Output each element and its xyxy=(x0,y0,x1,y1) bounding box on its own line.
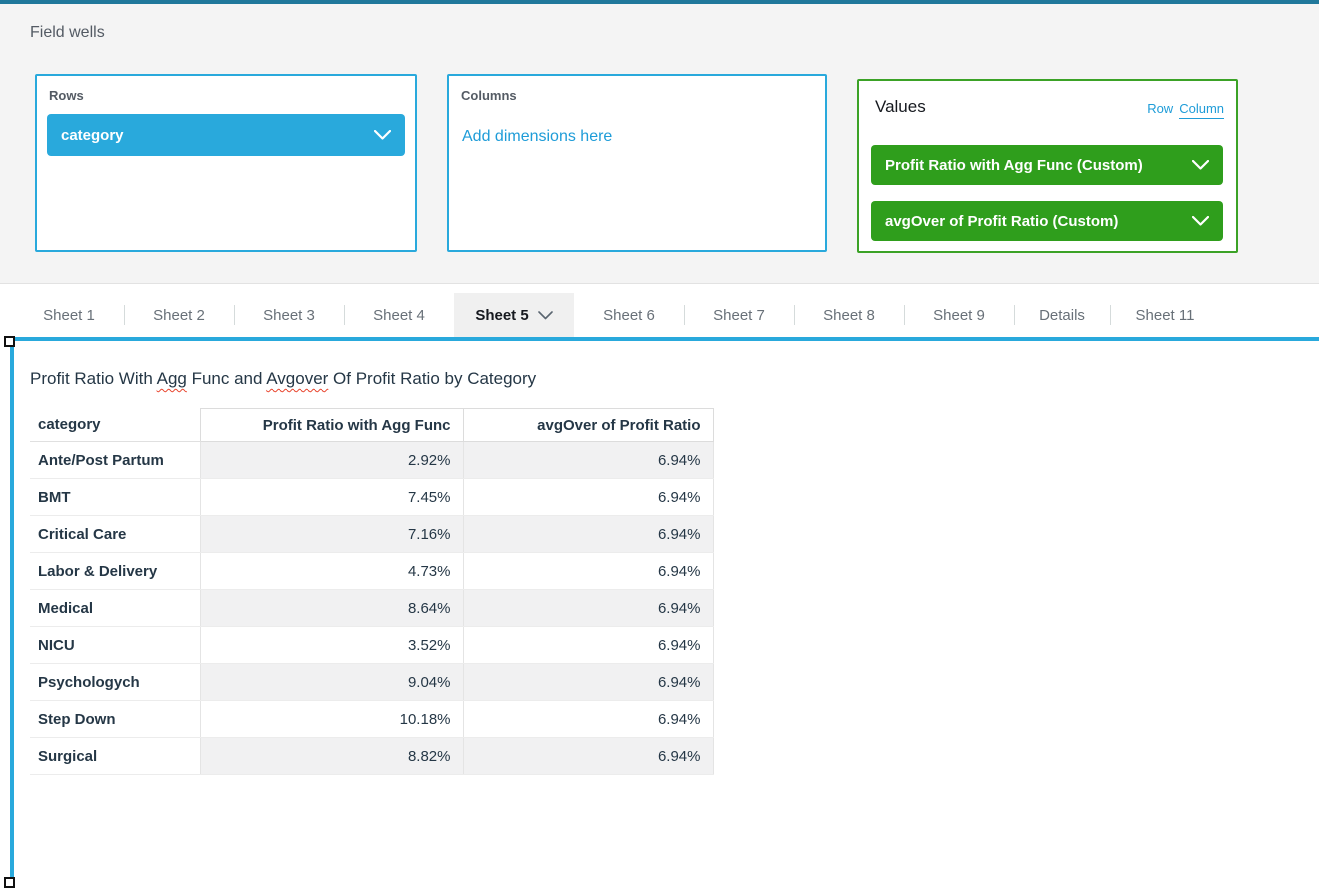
cell-avgover: 6.94% xyxy=(462,478,714,516)
cell-category: Critical Care xyxy=(30,515,201,553)
tab-label: Sheet 8 xyxy=(823,306,875,324)
cell-category: Labor & Delivery xyxy=(30,552,201,590)
tab-label: Sheet 9 xyxy=(933,306,985,324)
tab-label: Sheet 3 xyxy=(263,306,315,324)
cell-avgover: 6.94% xyxy=(462,589,714,627)
columns-well-label: Columns xyxy=(461,88,517,103)
title-segment-misspelled: Agg xyxy=(156,369,187,388)
visual-selection-border-left xyxy=(10,341,14,880)
tab-sheet-11[interactable]: Sheet 11 xyxy=(1110,293,1220,337)
cell-category: BMT xyxy=(30,478,201,516)
columns-well-placeholder: Add dimensions here xyxy=(462,128,613,145)
values-column-link[interactable]: Column xyxy=(1179,101,1224,119)
cell-category: Psychologych xyxy=(30,663,201,701)
cell-profit-ratio: 4.73% xyxy=(199,552,463,590)
tab-sheet-3[interactable]: Sheet 3 xyxy=(234,293,344,337)
values-pill-profit-ratio-agg-func[interactable]: Profit Ratio with Agg Func (Custom) xyxy=(871,145,1223,185)
visual-selection-border-top xyxy=(10,337,1319,341)
tab-sheet-1[interactable]: Sheet 1 xyxy=(14,293,124,337)
tab-label: Details xyxy=(1039,306,1085,324)
cell-profit-ratio: 3.52% xyxy=(199,626,463,664)
cell-avgover: 6.94% xyxy=(462,552,714,590)
cell-avgover: 6.94% xyxy=(462,515,714,553)
table-row: Critical Care 7.16% 6.94% xyxy=(30,515,714,553)
cell-profit-ratio: 8.82% xyxy=(199,737,463,775)
table-row: Medical 8.64% 6.94% xyxy=(30,589,714,627)
values-pill-avgover-profit-ratio[interactable]: avgOver of Profit Ratio (Custom) xyxy=(871,201,1223,241)
tab-sheet-9[interactable]: Sheet 9 xyxy=(904,293,1014,337)
table-row: NICU 3.52% 6.94% xyxy=(30,626,714,664)
values-orientation-links: Row Column xyxy=(1147,101,1224,119)
values-well-label: Values xyxy=(875,97,926,116)
visual-resize-handle-top-left[interactable] xyxy=(4,336,15,347)
cell-profit-ratio: 8.64% xyxy=(199,589,463,627)
table-row: BMT 7.45% 6.94% xyxy=(30,478,714,516)
tab-label: Sheet 7 xyxy=(713,306,765,324)
cell-avgover: 6.94% xyxy=(462,441,714,479)
cell-profit-ratio: 9.04% xyxy=(199,663,463,701)
field-wells-title: Field wells xyxy=(30,24,105,41)
table-row: Psychologych 9.04% 6.94% xyxy=(30,663,714,701)
values-row-link[interactable]: Row xyxy=(1147,101,1174,116)
title-segment: Of Profit Ratio by Category xyxy=(328,369,537,388)
cell-category: Ante/Post Partum xyxy=(30,441,201,479)
cell-category: Surgical xyxy=(30,737,201,775)
tab-label: Sheet 4 xyxy=(373,306,425,324)
table-row: Surgical 8.82% 6.94% xyxy=(30,737,714,775)
cell-category: NICU xyxy=(30,626,201,664)
tab-details[interactable]: Details xyxy=(1014,293,1110,337)
chevron-down-icon[interactable] xyxy=(374,130,391,140)
visual-resize-handle-bottom-left[interactable] xyxy=(4,877,15,888)
cell-avgover: 6.94% xyxy=(462,737,714,775)
cell-profit-ratio: 7.45% xyxy=(199,478,463,516)
table-row: Ante/Post Partum 2.92% 6.94% xyxy=(30,441,714,479)
tab-label: Sheet 5 xyxy=(475,306,529,324)
table-row: Labor & Delivery 4.73% 6.94% xyxy=(30,552,714,590)
tab-label: Sheet 6 xyxy=(603,306,655,324)
title-segment: Func and xyxy=(186,369,267,388)
chevron-down-icon[interactable] xyxy=(1192,216,1209,226)
header-category[interactable]: category xyxy=(30,408,200,442)
tab-label: Sheet 2 xyxy=(153,306,205,324)
tab-sheet-8[interactable]: Sheet 8 xyxy=(794,293,904,337)
tab-sheet-4[interactable]: Sheet 4 xyxy=(344,293,454,337)
sheet-tab-bar: Sheet 1 Sheet 2 Sheet 3 Sheet 4 Sheet 5 … xyxy=(0,285,1319,337)
tab-label: Sheet 11 xyxy=(1135,306,1195,324)
tab-sheet-7[interactable]: Sheet 7 xyxy=(684,293,794,337)
columns-field-well[interactable]: Columns Add dimensions here xyxy=(447,74,827,252)
cell-profit-ratio: 10.18% xyxy=(199,700,463,738)
table-header-row: category Profit Ratio with Agg Func avgO… xyxy=(30,408,714,442)
values-field-well[interactable]: Values Row Column Profit Ratio with Agg F… xyxy=(857,79,1238,253)
top-accent-bar xyxy=(0,0,1319,4)
rows-pill-label: category xyxy=(61,126,124,144)
visual-title: Profit Ratio With Agg Func and Avgover O… xyxy=(30,369,536,389)
chevron-down-icon[interactable] xyxy=(1192,160,1209,170)
cell-avgover: 6.94% xyxy=(462,700,714,738)
values-pill-1-label: Profit Ratio with Agg Func (Custom) xyxy=(885,156,1143,174)
header-profit-ratio-agg-func[interactable]: Profit Ratio with Agg Func xyxy=(199,408,464,442)
tab-label: Sheet 1 xyxy=(43,306,95,324)
rows-well-label: Rows xyxy=(49,88,84,103)
cell-profit-ratio: 2.92% xyxy=(199,441,463,479)
tab-sheet-6[interactable]: Sheet 6 xyxy=(574,293,684,337)
title-segment: Profit Ratio With xyxy=(30,369,157,388)
rows-pill-category[interactable]: category xyxy=(47,114,405,156)
cell-profit-ratio: 7.16% xyxy=(199,515,463,553)
cell-category: Step Down xyxy=(30,700,201,738)
chevron-down-icon[interactable] xyxy=(537,310,553,320)
cell-category: Medical xyxy=(30,589,201,627)
rows-field-well[interactable]: Rows category xyxy=(35,74,417,252)
cell-avgover: 6.94% xyxy=(462,626,714,664)
tab-sheet-2[interactable]: Sheet 2 xyxy=(124,293,234,337)
title-segment-misspelled: Avgover xyxy=(266,369,329,388)
pivot-table: category Profit Ratio with Agg Func avgO… xyxy=(30,408,714,775)
table-row: Step Down 10.18% 6.94% xyxy=(30,700,714,738)
values-pill-2-label: avgOver of Profit Ratio (Custom) xyxy=(885,212,1119,230)
tab-sheet-5-active[interactable]: Sheet 5 xyxy=(454,293,574,337)
field-wells-panel: Field wells Rows category Columns Add di… xyxy=(0,4,1319,284)
cell-avgover: 6.94% xyxy=(462,663,714,701)
header-avgover-profit-ratio[interactable]: avgOver of Profit Ratio xyxy=(462,408,714,442)
